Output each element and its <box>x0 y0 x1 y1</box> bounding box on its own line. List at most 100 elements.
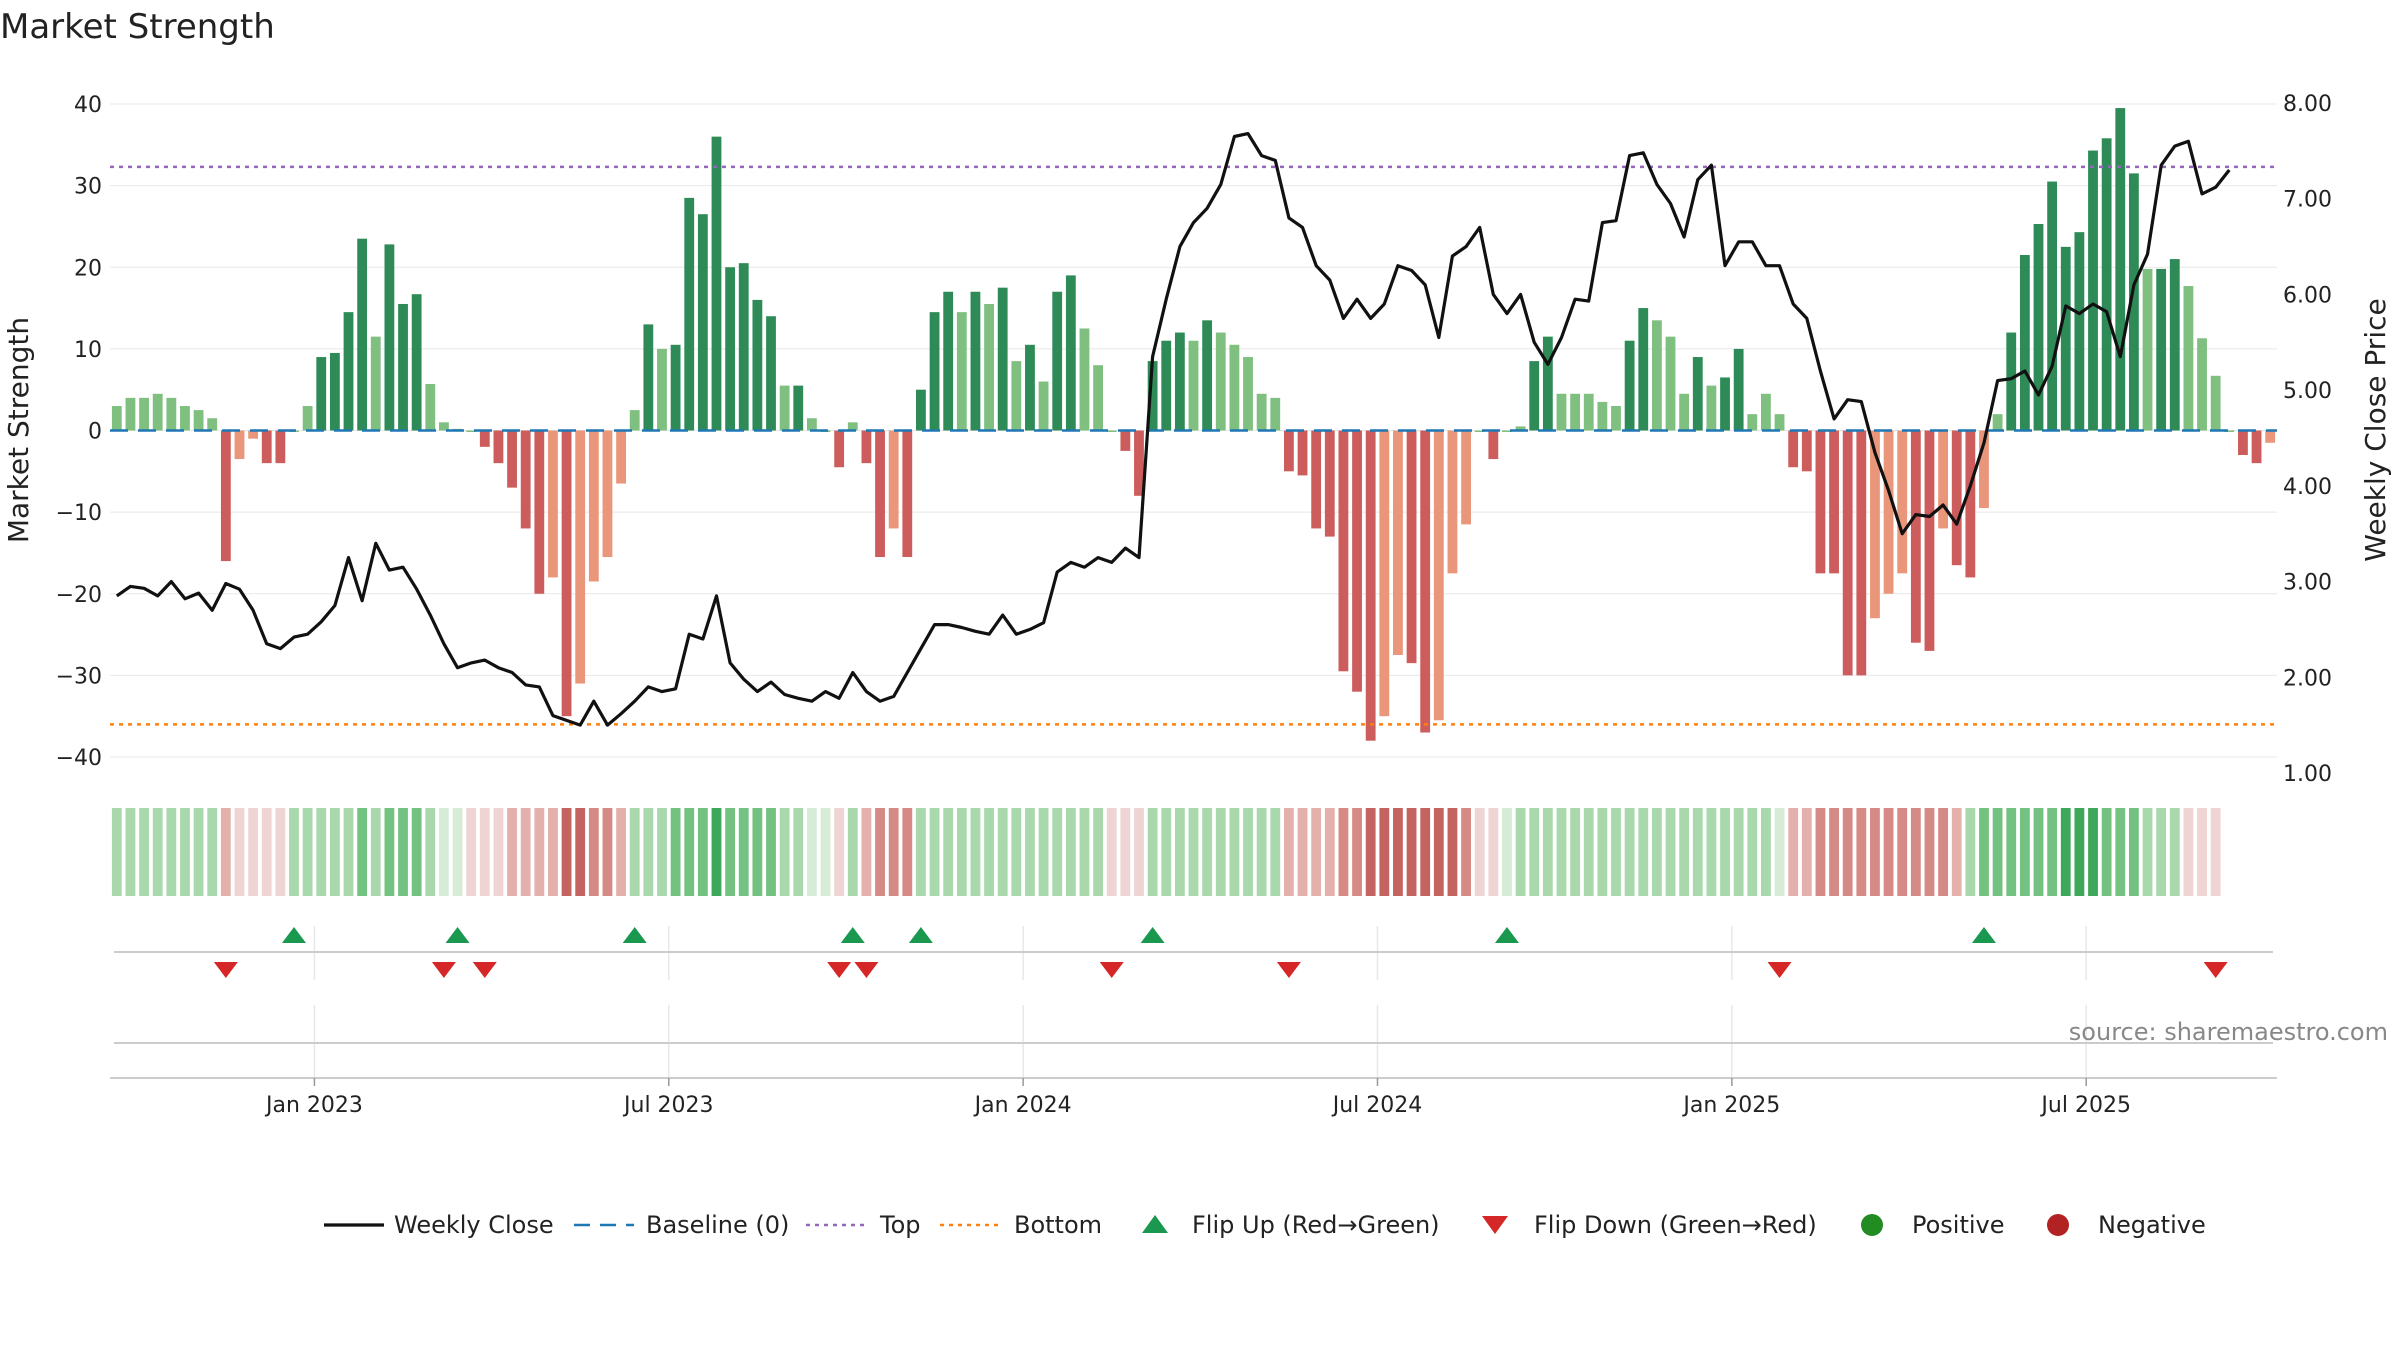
x-tick-label: Jan 2024 <box>973 1093 1072 1118</box>
momentum-cell <box>1311 808 1322 896</box>
x-tick-label: Jul 2025 <box>2039 1093 2131 1118</box>
flip-up-marker <box>908 927 933 943</box>
momentum-cell <box>343 808 354 896</box>
left-tick-label: 20 <box>74 256 102 281</box>
strength-bar <box>916 389 926 431</box>
momentum-cell <box>1352 808 1362 896</box>
strength-bar <box>1324 430 1335 537</box>
right-tick-label: 4.00 <box>2283 475 2332 500</box>
left-tick-label: −40 <box>56 746 102 771</box>
strength-bar <box>1338 430 1349 672</box>
left-tick-label: 40 <box>74 93 102 118</box>
momentum-cell <box>861 808 872 896</box>
strength-bar <box>1801 430 1812 472</box>
strength-bar <box>575 430 586 684</box>
strength-bar <box>1856 430 1867 676</box>
momentum-cell <box>1801 808 1812 896</box>
strength-bar <box>1106 430 1117 432</box>
strength-bar <box>1611 406 1621 431</box>
strength-bar <box>738 263 749 431</box>
momentum-cell <box>2088 808 2098 896</box>
momentum-cell <box>738 808 749 896</box>
strength-bar <box>1256 393 1267 431</box>
momentum-cell <box>248 808 259 896</box>
strength-bar <box>1720 377 1730 431</box>
momentum-cell <box>875 808 885 896</box>
strength-bar <box>152 393 163 431</box>
momentum-cell <box>2142 808 2153 896</box>
strength-bar <box>1583 393 1594 431</box>
strength-bar <box>1938 430 1948 529</box>
strength-bar <box>1570 393 1581 431</box>
flip-up-marker <box>1140 927 1165 943</box>
strength-bar <box>139 397 149 431</box>
legend-swatch-positive <box>1861 1214 1883 1236</box>
strength-bar <box>1774 414 1785 431</box>
momentum-cell <box>902 808 913 896</box>
momentum-cell <box>2074 808 2085 896</box>
momentum-cell <box>1065 808 1076 896</box>
strength-bar <box>875 430 885 558</box>
legend-label: Flip Down (Green→Red) <box>1534 1211 1817 1239</box>
momentum-cell <box>697 808 708 896</box>
momentum-cell <box>1474 808 1485 896</box>
momentum-cell <box>1842 808 1853 896</box>
momentum-cell <box>152 808 163 896</box>
momentum-cell <box>1297 808 1308 896</box>
momentum-cell <box>1011 808 1022 896</box>
strength-bar <box>193 410 204 431</box>
right-tick-label: 2.00 <box>2283 666 2332 691</box>
strength-bar <box>384 244 395 431</box>
momentum-cell <box>1856 808 1867 896</box>
strength-bar <box>2142 268 2153 431</box>
strength-bar <box>1297 430 1308 476</box>
strength-bar <box>1488 430 1499 460</box>
flip-up-marker <box>622 927 647 943</box>
momentum-cell <box>2019 808 2030 896</box>
momentum-cell <box>1774 808 1785 896</box>
momentum-cell <box>1570 808 1581 896</box>
strength-bar <box>834 430 845 468</box>
strength-bar <box>684 197 695 431</box>
momentum-cell <box>1733 808 1744 896</box>
strength-bar <box>234 430 245 460</box>
momentum-cell <box>1243 808 1253 896</box>
right-tick-label: 7.00 <box>2283 188 2332 213</box>
momentum-cell <box>575 808 586 896</box>
left-axis-ticks: 40 30 20 10 0 −10 −20 −30 −40 <box>56 93 102 771</box>
strength-bar <box>2101 138 2112 431</box>
momentum-cell <box>793 808 804 896</box>
momentum-cell <box>2210 808 2221 896</box>
flip-down-marker <box>1767 962 1792 978</box>
momentum-cell <box>139 808 149 896</box>
strength-bar <box>316 357 327 431</box>
momentum-cell <box>479 808 490 896</box>
momentum-cell <box>1215 808 1226 896</box>
strength-bar <box>2033 223 2044 431</box>
strength-bar <box>180 406 190 431</box>
legend-label: Baseline (0) <box>646 1211 789 1239</box>
momentum-cell <box>779 808 790 896</box>
strength-bar <box>1120 430 1131 451</box>
momentum-cell <box>1488 808 1499 896</box>
momentum-cell <box>1815 808 1826 896</box>
momentum-cell <box>1120 808 1131 896</box>
momentum-cell <box>534 808 545 896</box>
momentum-cell <box>493 808 504 896</box>
momentum-cell <box>1611 808 1621 896</box>
momentum-cell <box>1420 808 1431 896</box>
momentum-cell <box>2128 808 2139 896</box>
strength-bar <box>1461 430 1471 525</box>
momentum-cell <box>1134 808 1144 896</box>
momentum-cell <box>1651 808 1662 896</box>
momentum-cell <box>1270 808 1281 896</box>
momentum-cell <box>1502 808 1512 896</box>
flip-up-marker <box>1971 927 1996 943</box>
momentum-cell <box>1324 808 1335 896</box>
strength-bar <box>629 410 640 431</box>
strength-bar <box>2183 286 2194 431</box>
right-tick-label: 6.00 <box>2283 283 2332 308</box>
momentum-cell <box>1597 808 1608 896</box>
strength-bar <box>970 291 981 431</box>
momentum-cell <box>2169 808 2180 896</box>
